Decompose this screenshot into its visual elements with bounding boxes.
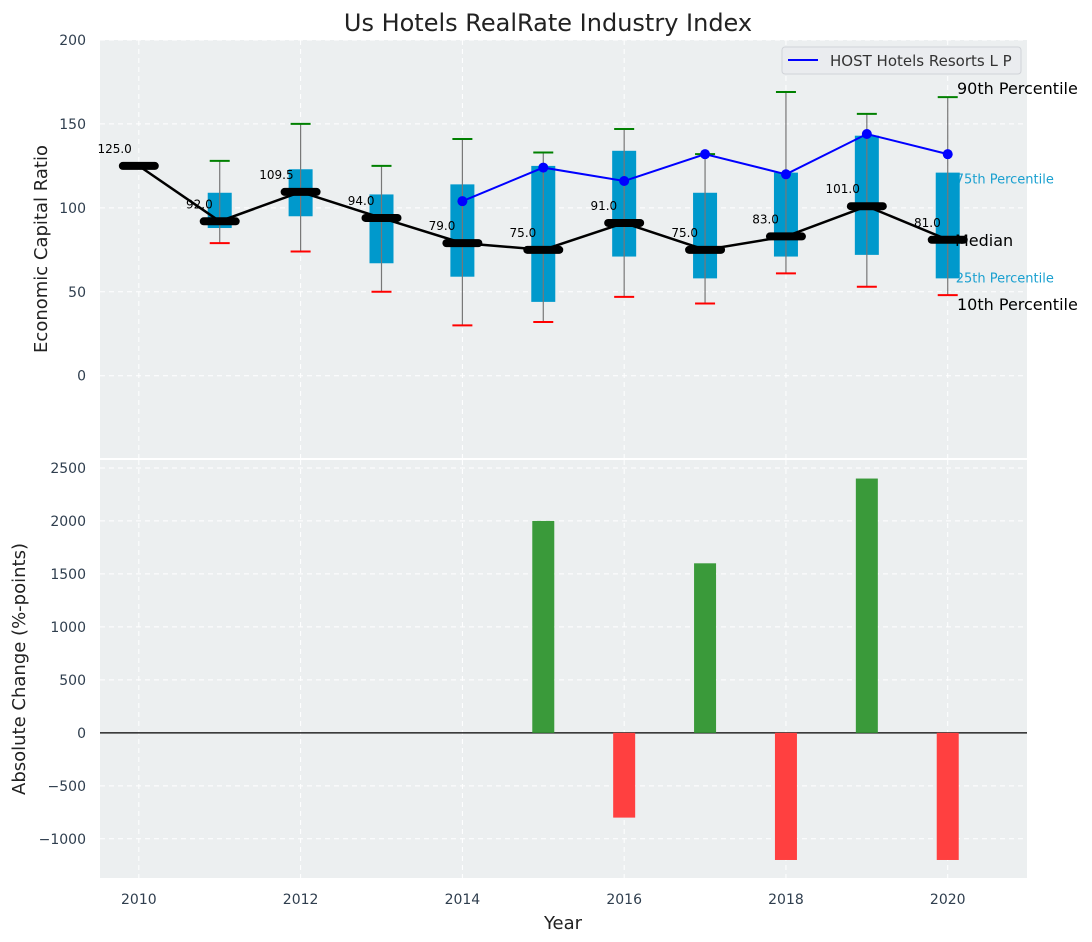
median-label-2017: 75.0 [671,226,698,240]
x-axis-label: Year [543,913,583,934]
bottom-y-tick-label: 500 [59,673,86,689]
top-y-tick-label: 100 [59,201,86,217]
bottom-y-tick-label: 2500 [50,461,86,477]
top-plot-area [100,40,1027,458]
bottom-y-tick-label: 2000 [50,514,86,530]
bar-2017 [694,563,717,733]
host-point-2019 [861,129,872,140]
bar-2018 [774,732,797,860]
annotation-median: Median [955,231,1013,250]
bottom-y-tick-label: −500 [48,779,86,795]
top-y-tick-label: 0 [77,369,86,385]
median-label-2011: 92.0 [186,197,213,211]
median-label-2020: 81.0 [914,216,941,230]
median-label-2015: 75.0 [510,226,537,240]
host-point-2020 [942,149,953,160]
median-label-2016: 91.0 [590,199,617,213]
top-y-tick-label: 200 [59,33,86,49]
annotation-p90: 90th Percentile [957,79,1078,98]
top-y-tick-label: 150 [59,117,86,133]
chart-title: Us Hotels RealRate Industry Index [344,9,752,37]
top-y-tick-label: 50 [68,285,86,301]
legend-label-host: HOST Hotels Resorts L P [830,52,1012,70]
legend: HOST Hotels Resorts L P [781,46,1022,75]
median-label-2014: 79.0 [429,219,456,233]
bottom-y-tick-label: 1000 [50,620,86,636]
host-point-2016 [619,176,630,187]
median-label-2012: 109.5 [259,168,293,182]
median-label-2010: 125.0 [97,142,131,156]
x-tick-label: 2020 [930,892,966,908]
x-tick-label: 2010 [121,892,157,908]
annotation-p10: 10th Percentile [957,295,1078,314]
bottom-y-tick-label: 1500 [50,567,86,583]
median-label-2018: 83.0 [752,212,779,226]
host-point-2018 [780,169,791,180]
host-point-2017 [700,149,711,160]
x-tick-label: 2012 [283,892,319,908]
x-tick-label: 2016 [606,892,642,908]
median-label-2019: 101.0 [825,182,859,196]
bar-2016 [613,732,636,818]
bar-2015 [532,520,555,733]
bar-2020 [936,732,959,860]
bar-2019 [855,478,878,733]
annotation-p25: 25th Percentile [956,271,1054,286]
bottom-y-axis-label: Absolute Change (%-points) [9,543,30,795]
median-label-2013: 94.0 [348,194,375,208]
x-tick-label: 2014 [445,892,481,908]
bottom-y-tick-label: 0 [77,726,86,742]
annotation-p75: 75th Percentile [956,173,1054,188]
x-tick-label: 2018 [768,892,804,908]
top-y-axis-label: Economic Capital Ratio [31,145,52,353]
bottom-y-tick-label: −1000 [39,832,86,848]
bottom-plot-area [100,460,1027,878]
host-point-2014 [457,196,468,207]
host-point-2015 [538,162,549,173]
